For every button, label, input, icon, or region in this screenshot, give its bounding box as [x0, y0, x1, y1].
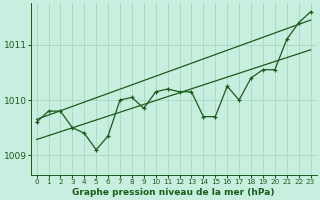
X-axis label: Graphe pression niveau de la mer (hPa): Graphe pression niveau de la mer (hPa)	[72, 188, 275, 197]
